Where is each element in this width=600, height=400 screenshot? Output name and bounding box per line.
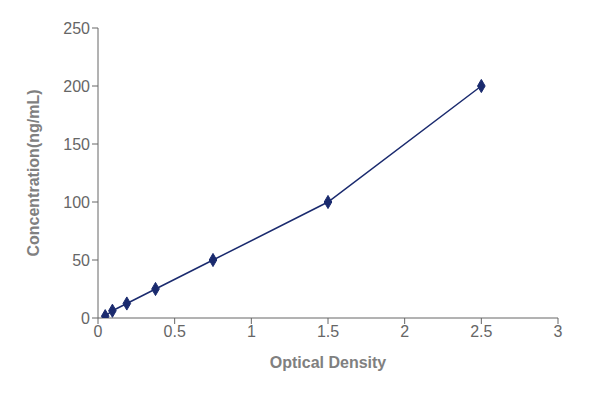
svg-text:250: 250 xyxy=(63,20,90,37)
svg-text:Optical Density: Optical Density xyxy=(270,354,387,371)
svg-text:150: 150 xyxy=(63,136,90,153)
svg-text:2.5: 2.5 xyxy=(470,323,492,340)
svg-text:0: 0 xyxy=(81,310,90,327)
svg-text:0.5: 0.5 xyxy=(164,323,186,340)
svg-text:50: 50 xyxy=(72,252,90,269)
svg-text:1.5: 1.5 xyxy=(317,323,339,340)
svg-text:3: 3 xyxy=(554,323,563,340)
svg-text:Concentration(ng/mL): Concentration(ng/mL) xyxy=(25,89,42,256)
svg-text:2: 2 xyxy=(400,323,409,340)
svg-text:0: 0 xyxy=(94,323,103,340)
svg-text:200: 200 xyxy=(63,78,90,95)
svg-text:100: 100 xyxy=(63,194,90,211)
svg-text:1: 1 xyxy=(247,323,256,340)
